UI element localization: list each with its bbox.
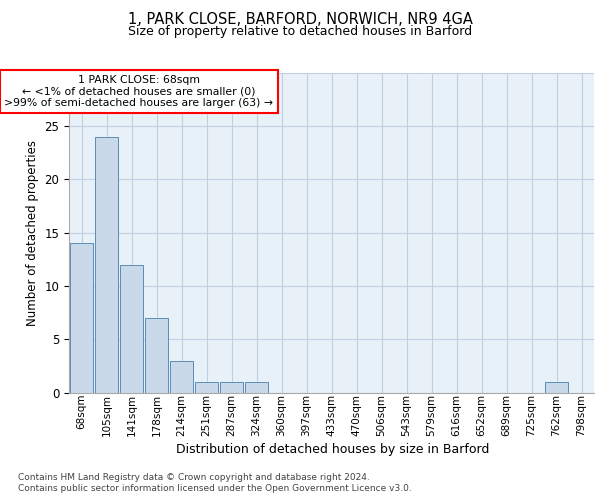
Text: Distribution of detached houses by size in Barford: Distribution of detached houses by size … xyxy=(176,442,490,456)
Bar xyxy=(220,382,244,392)
Bar xyxy=(170,360,193,392)
Bar xyxy=(70,243,94,392)
Bar xyxy=(545,382,568,392)
Text: Size of property relative to detached houses in Barford: Size of property relative to detached ho… xyxy=(128,25,472,38)
Text: Contains HM Land Registry data © Crown copyright and database right 2024.: Contains HM Land Registry data © Crown c… xyxy=(18,472,370,482)
Text: Contains public sector information licensed under the Open Government Licence v3: Contains public sector information licen… xyxy=(18,484,412,493)
Text: 1 PARK CLOSE: 68sqm
← <1% of detached houses are smaller (0)
>99% of semi-detach: 1 PARK CLOSE: 68sqm ← <1% of detached ho… xyxy=(5,74,274,108)
Bar xyxy=(119,264,143,392)
Bar xyxy=(145,318,169,392)
Bar xyxy=(245,382,268,392)
Text: 1, PARK CLOSE, BARFORD, NORWICH, NR9 4GA: 1, PARK CLOSE, BARFORD, NORWICH, NR9 4GA xyxy=(128,12,472,28)
Bar xyxy=(194,382,218,392)
Y-axis label: Number of detached properties: Number of detached properties xyxy=(26,140,39,326)
Bar xyxy=(95,136,118,392)
